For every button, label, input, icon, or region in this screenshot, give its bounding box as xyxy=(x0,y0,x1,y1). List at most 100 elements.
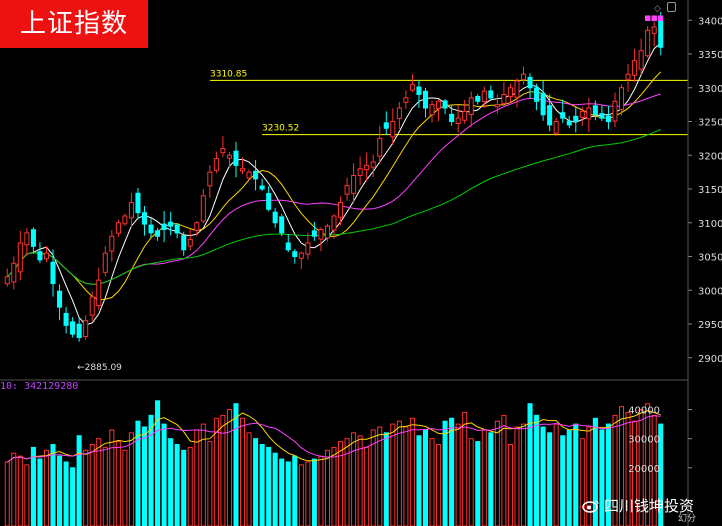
candle-down xyxy=(422,90,429,109)
volume-bar-down xyxy=(442,420,448,526)
volume-bar-up xyxy=(318,455,324,526)
volume-bar-up xyxy=(403,426,409,526)
low-point-label: ←2885.09 xyxy=(77,363,122,373)
volume-bar-down xyxy=(253,438,259,526)
volume-bar-down xyxy=(70,467,76,526)
volume-bar-up xyxy=(213,417,219,526)
volume-bar-up xyxy=(96,438,102,526)
candle-up xyxy=(455,117,461,125)
volume-bar-up xyxy=(390,423,396,526)
volume-ma10-line xyxy=(7,415,661,463)
volume-bar-up xyxy=(507,443,513,526)
candle-up xyxy=(115,222,121,234)
diamond-icon[interactable]: ◇ xyxy=(654,4,661,14)
volume-bar-down xyxy=(534,414,540,526)
volume-tick-label: 30000 xyxy=(628,435,660,446)
volume-bar-down xyxy=(566,429,572,526)
volume-bar-down xyxy=(135,420,141,526)
window-icon[interactable] xyxy=(667,2,676,12)
volume-bar-up xyxy=(298,464,304,526)
price-tick-label: 3300 xyxy=(698,84,722,95)
volume-bar-up xyxy=(481,429,487,526)
volume-bar-up xyxy=(24,464,30,526)
volume-axis: 20000 30000 40000 xyxy=(628,406,692,475)
candle-up xyxy=(390,121,396,138)
candle-up xyxy=(403,97,409,103)
volume-bar-up xyxy=(43,449,50,526)
volume-bar-up xyxy=(455,423,461,526)
volume-ma-label: 10: 342129280 xyxy=(0,381,79,392)
candle-up xyxy=(645,29,651,57)
volume-bar-up xyxy=(220,414,226,526)
candle-up xyxy=(507,87,513,97)
candle-up xyxy=(409,83,415,91)
volume-bar-down xyxy=(50,443,56,526)
candle-down xyxy=(174,224,180,234)
volume-bar-up xyxy=(632,420,638,526)
volume-bar-down xyxy=(63,461,69,526)
volume-bar-up xyxy=(357,435,363,526)
volume-bar-down xyxy=(540,426,546,526)
candle-up xyxy=(207,171,213,187)
candle-up xyxy=(298,252,304,259)
price-tick-label: 3150 xyxy=(698,185,722,196)
more-dots-icon[interactable]: ▪▪▪ xyxy=(644,11,664,24)
volume-bar-up xyxy=(462,411,468,526)
candle-up xyxy=(586,107,592,120)
volume-bar-down xyxy=(547,432,553,526)
annotations: ←2885.09 xyxy=(77,363,122,373)
candle-down xyxy=(592,105,598,116)
candle-up xyxy=(324,225,330,239)
volume-bar-down xyxy=(181,449,187,526)
price-tick-label: 3050 xyxy=(698,253,722,264)
candle-up xyxy=(370,161,376,168)
volume-bar-down xyxy=(311,458,317,526)
candle-up xyxy=(122,215,128,225)
candle-down xyxy=(181,235,187,251)
candle-down xyxy=(547,105,553,126)
volume-bar-up xyxy=(122,449,128,526)
volume-bar-down xyxy=(560,435,566,526)
volume-bar-down xyxy=(475,441,481,526)
candle-down xyxy=(272,211,278,224)
volume-bar-down xyxy=(488,432,494,526)
volume-bar-up xyxy=(645,403,651,526)
reference-line-label: 3310.85 xyxy=(210,69,247,79)
volume-bar-down xyxy=(30,446,36,526)
volume-bar-down xyxy=(76,435,82,526)
volume-bar-up xyxy=(436,443,442,526)
candle-up xyxy=(194,222,200,231)
volume-bar-down xyxy=(527,403,533,526)
candle-up xyxy=(331,215,337,231)
price-tick-label: 2900 xyxy=(698,354,722,365)
candle-up xyxy=(618,87,625,111)
candle-down xyxy=(63,312,69,326)
candle-down xyxy=(599,113,605,119)
candle-up xyxy=(651,26,657,34)
candle-down xyxy=(449,113,455,122)
unit-label: 幻分 xyxy=(678,514,697,524)
volume-bar-down xyxy=(174,443,180,526)
candle-down xyxy=(57,290,63,308)
candle-up xyxy=(200,195,206,222)
volume-bar-down xyxy=(383,432,389,526)
candle-down xyxy=(534,87,540,102)
candle-up xyxy=(226,154,232,159)
volume-bar-down xyxy=(422,429,429,526)
candle-down xyxy=(311,230,317,237)
candle-up xyxy=(318,229,324,240)
watermark: 四川钱坤投资 xyxy=(582,495,694,516)
candle-up xyxy=(43,252,50,260)
candle-down xyxy=(566,120,572,126)
volume-bar-down xyxy=(57,455,63,526)
candle-up xyxy=(344,185,350,195)
volume-bar-down xyxy=(37,458,43,526)
candle-down xyxy=(30,229,36,247)
candle-up xyxy=(468,97,474,116)
candle-down xyxy=(383,122,389,129)
volume-bar-down xyxy=(449,417,455,526)
volume-bar-up xyxy=(128,432,134,526)
candle-up xyxy=(83,320,89,338)
candle-down xyxy=(573,115,579,123)
